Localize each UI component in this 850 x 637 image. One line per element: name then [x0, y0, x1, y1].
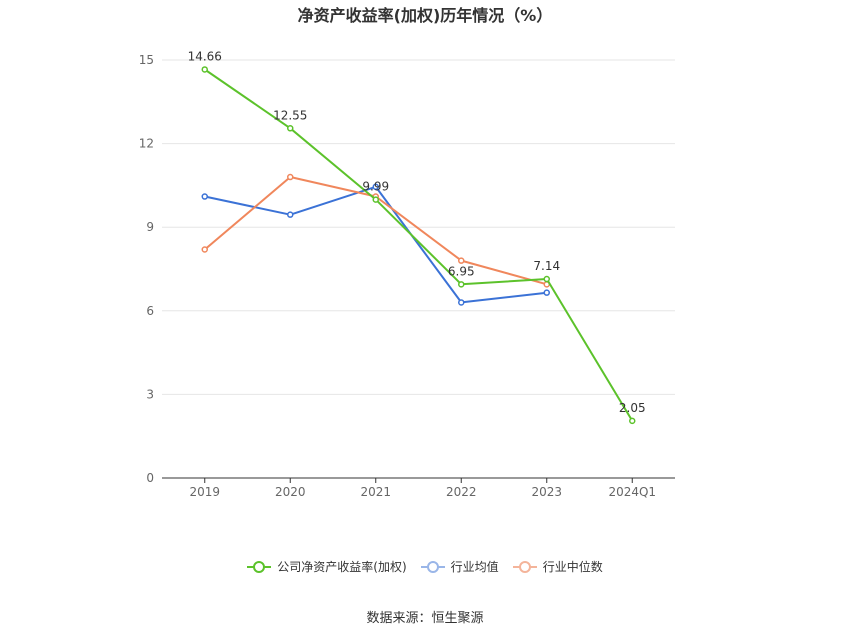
series-line-0 — [204, 68, 634, 422]
legend-item-company-roe[interactable]: 公司净资产收益率(加权) — [247, 558, 407, 575]
data-label: 7.14 — [533, 259, 560, 273]
data-label: 6.95 — [448, 264, 475, 278]
series-line-1 — [204, 185, 547, 304]
axes: 0 3 6 9 12 15 2019 2020 2021 2022 2023 2024Q1 — [139, 53, 675, 499]
series-0-point — [201, 66, 208, 73]
series-0-point — [543, 275, 550, 283]
series-1-point — [458, 299, 465, 306]
x-tick-label: 2023 — [531, 485, 562, 499]
series-2-point — [287, 173, 294, 181]
source-note: 数据来源：恒生聚源 — [366, 611, 484, 626]
series-1-point — [372, 183, 379, 191]
y-tick-label: 6 — [146, 304, 154, 318]
legend-item-industry-median[interactable]: 行业中位数 — [512, 558, 603, 575]
series-2-point — [458, 257, 465, 264]
series-0-point — [372, 196, 379, 203]
y-tick-label: 0 — [146, 471, 154, 485]
data-label: 9.99 — [362, 180, 389, 194]
x-tick-label: 2024Q1 — [608, 485, 656, 499]
legend-label-industry-mean: 行业均值 — [450, 560, 499, 574]
grid-lines — [162, 59, 675, 395]
series-2-point — [201, 246, 208, 253]
legend-label-company-roe: 公司净资产收益率(加权) — [277, 560, 407, 574]
legend-swatch-company-roe-icon — [247, 560, 272, 573]
legend-swatch-industry-median-icon — [512, 560, 537, 573]
x-tick-label: 2019 — [189, 485, 220, 499]
y-tick-label: 15 — [139, 53, 154, 67]
y-tick-label: 12 — [139, 137, 154, 151]
legend-item-industry-mean[interactable]: 行业均值 — [420, 558, 499, 575]
data-label: 12.55 — [273, 108, 307, 122]
series-0-point — [629, 417, 636, 425]
y-tick-label: 3 — [146, 387, 154, 401]
data-label: 2.05 — [619, 401, 646, 415]
data-label: 14.66 — [188, 49, 222, 63]
chart-title: 净资产收益率(加权)历年情况（%） — [297, 6, 553, 25]
x-tick-label: 2022 — [446, 485, 477, 499]
legend: 公司净资产收益率(加权) 行业均值 行业中位数 — [0, 558, 850, 575]
series-lines — [201, 66, 636, 425]
y-tick-label: 9 — [146, 220, 154, 234]
series-1-point — [543, 289, 550, 296]
data-labels: 14.66 12.55 9.99 6.95 7.14 2.05 — [188, 49, 646, 414]
series-1-point — [201, 193, 208, 200]
x-tick-label: 2021 — [360, 485, 391, 499]
series-0-point — [458, 281, 465, 288]
legend-swatch-industry-mean-icon — [420, 560, 445, 573]
series-1-point — [287, 211, 294, 218]
legend-label-industry-median: 行业中位数 — [542, 560, 603, 574]
series-0-point — [287, 125, 294, 132]
x-tick-label: 2020 — [275, 485, 306, 499]
